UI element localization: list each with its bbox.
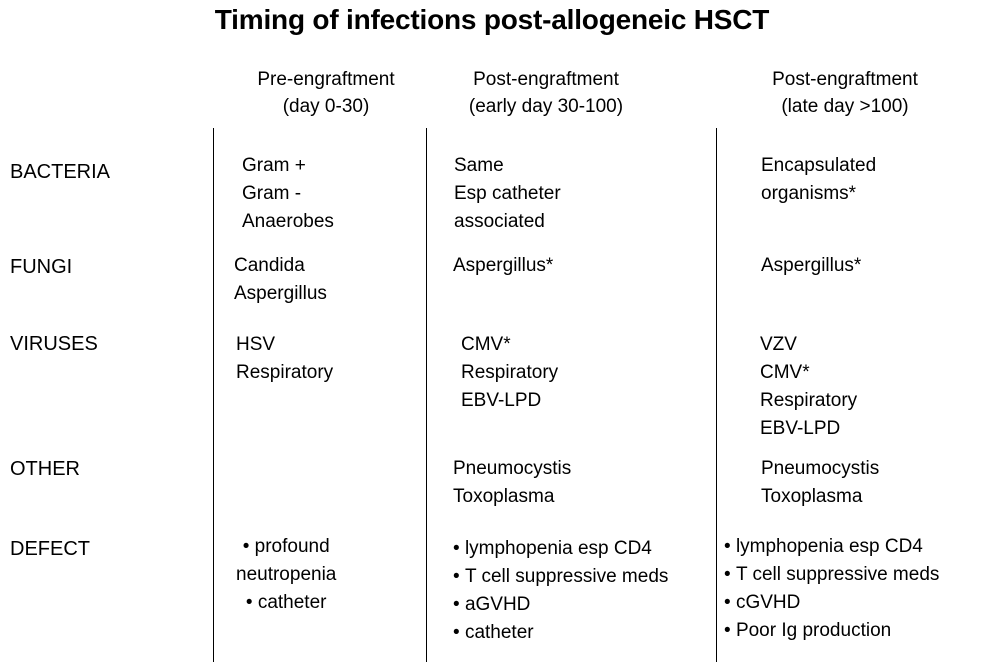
cell-line: Aspergillus*: [761, 255, 862, 276]
cell-line: VZV: [760, 334, 797, 355]
cell-line: Respiratory: [461, 362, 559, 383]
cell-line: Esp catheter: [454, 183, 561, 204]
column-header-line: Post-engraftment: [772, 69, 918, 90]
cell-fungi-pre: Candida Aspergillus: [234, 252, 327, 308]
cell-fungi-early: Aspergillus*: [453, 252, 553, 280]
cell-line: Gram +: [242, 155, 306, 176]
cell-viruses-early: CMV* Respiratory EBV-LPD: [461, 331, 558, 415]
cell-line: CMV*: [760, 362, 810, 383]
cell-line: Gram -: [242, 183, 302, 204]
cell-line: EBV-LPD: [760, 418, 841, 439]
bullet-item: lymphopenia esp CD4: [724, 533, 939, 561]
column-header-line: (early day 30-100): [468, 96, 624, 117]
row-label-viruses: VIRUSES: [10, 333, 98, 355]
bullet-item: cGVHD: [724, 589, 939, 617]
cell-line: Toxoplasma: [761, 486, 863, 507]
cell-line: HSV: [236, 334, 276, 355]
cell-line: Candida: [234, 255, 305, 276]
cell-line: associated: [454, 211, 545, 232]
column-header-line: (late day >100): [781, 96, 909, 117]
bullet-item: T cell suppressive meds: [724, 561, 939, 589]
cell-viruses-late: VZV CMV* Respiratory EBV-LPD: [760, 331, 857, 443]
cell-line: EBV-LPD: [461, 390, 542, 411]
column-header-early-post-engraftment: Post-engraftment (early day 30-100): [420, 66, 672, 120]
cell-line: Aspergillus*: [453, 255, 554, 276]
cell-other-late: Pneumocystis Toxoplasma: [761, 455, 879, 511]
bullet-item: T cell suppressive meds: [453, 563, 668, 591]
cell-line: Respiratory: [236, 362, 334, 383]
row-label-other: OTHER: [10, 458, 80, 480]
cell-fungi-late: Aspergillus*: [761, 252, 861, 280]
bullet-continuation: neutropenia: [236, 564, 337, 585]
cell-defect-pre: profound neutropenia catheter: [236, 533, 336, 617]
column-divider: [213, 128, 214, 662]
cell-line: Anaerobes: [242, 211, 334, 232]
cell-defect-late: lymphopenia esp CD4 T cell suppressive m…: [724, 533, 939, 645]
cell-line: CMV*: [461, 334, 511, 355]
bullet-item: Poor Ig production: [724, 617, 939, 645]
cell-viruses-pre: HSV Respiratory: [236, 331, 333, 387]
column-divider: [716, 128, 717, 662]
cell-bacteria-early: Same Esp catheter associated: [454, 152, 561, 236]
cell-bacteria-pre: Gram + Gram - Anaerobes: [242, 152, 334, 236]
cell-line: Respiratory: [760, 390, 858, 411]
row-label-fungi: FUNGI: [10, 256, 73, 278]
column-header-line: (day 0-30): [282, 96, 370, 117]
cell-line: Pneumocystis: [453, 458, 572, 479]
cell-line: Aspergillus: [234, 283, 327, 304]
column-header-line: Post-engraftment: [473, 69, 619, 90]
bullet-item: catheter: [453, 619, 668, 647]
column-header-pre-engraftment: Pre-engraftment (day 0-30): [200, 66, 452, 120]
cell-line: Same: [454, 155, 504, 176]
column-header-late-post-engraftment: Post-engraftment (late day >100): [720, 66, 970, 120]
cell-defect-early: lymphopenia esp CD4 T cell suppressive m…: [453, 535, 668, 647]
column-divider: [426, 128, 427, 662]
row-label-defect: DEFECT: [10, 538, 90, 560]
cell-other-early: Pneumocystis Toxoplasma: [453, 455, 571, 511]
bullet-item: aGVHD: [453, 591, 668, 619]
cell-line: Pneumocystis: [761, 458, 880, 479]
bullet-item: profound: [236, 533, 336, 561]
bullet-item: catheter: [236, 589, 336, 617]
bullet-item: lymphopenia esp CD4: [453, 535, 668, 563]
cell-line: Toxoplasma: [453, 486, 555, 507]
slide-title: Timing of infections post-allogeneic HSC…: [214, 4, 770, 35]
cell-bacteria-late: Encapsulated organisms*: [761, 152, 876, 208]
row-label-bacteria: BACTERIA: [10, 161, 111, 183]
cell-line: organisms*: [761, 183, 857, 204]
cell-line: Encapsulated: [761, 155, 877, 176]
column-header-line: Pre-engraftment: [257, 69, 395, 90]
